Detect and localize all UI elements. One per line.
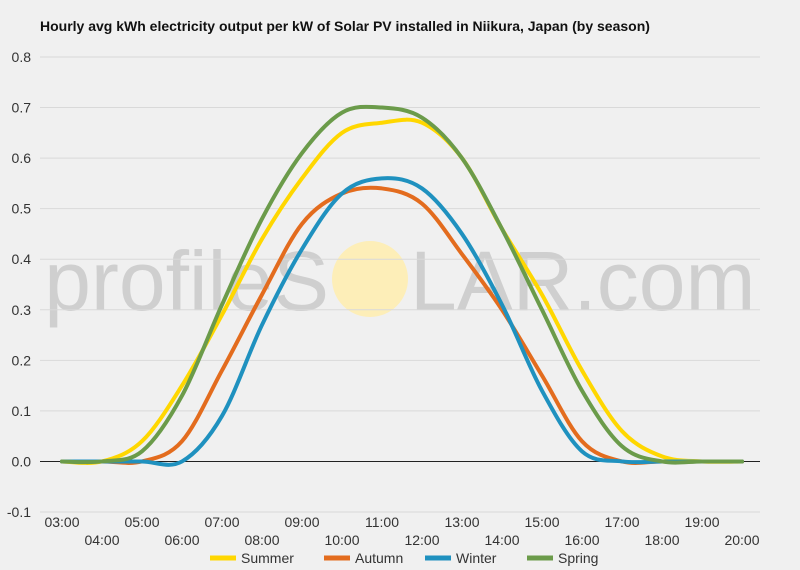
- x-tick-label: 18:00: [644, 532, 679, 548]
- y-tick-label: 0.4: [12, 251, 32, 267]
- x-tick-label: 03:00: [44, 514, 79, 530]
- x-tick-label: 11:00: [365, 514, 399, 530]
- y-axis-ticks: -0.1 0.0 0.1 0.2 0.3 0.4 0.5 0.6 0.7 0.8: [7, 49, 31, 520]
- watermark-sun-icon: [332, 241, 408, 317]
- legend: Summer Autumn Winter Spring: [210, 550, 598, 566]
- series-lines: [60, 104, 744, 467]
- watermark-text-right: LAR.com: [410, 234, 755, 328]
- grid-lines: [40, 56, 760, 513]
- x-tick-label: 05:00: [124, 514, 159, 530]
- legend-label: Autumn: [355, 550, 403, 566]
- series-line-summer: [60, 117, 744, 465]
- x-tick-label: 04:00: [84, 532, 119, 548]
- y-tick-label: 0.1: [12, 403, 32, 419]
- y-tick-label: -0.1: [7, 504, 31, 520]
- legend-label: Spring: [558, 550, 598, 566]
- x-tick-label: 19:00: [684, 514, 719, 530]
- x-tick-label: 14:00: [484, 532, 519, 548]
- y-tick-label: 0.8: [12, 49, 32, 65]
- legend-label: Winter: [456, 550, 497, 566]
- x-tick-label: 16:00: [564, 532, 599, 548]
- x-axis-ticks: 03:00 04:00 05:00 06:00 07:00 08:00 09:00 10:00…: [44, 514, 759, 548]
- series-line-spring: [60, 104, 744, 465]
- legend-label: Summer: [241, 550, 294, 566]
- watermark-text-left: profileS: [44, 234, 329, 328]
- y-tick-label: 0.5: [12, 201, 32, 217]
- y-tick-label: 0.0: [12, 453, 32, 469]
- chart-title: Hourly avg kWh electricity output per kW…: [40, 18, 650, 34]
- x-tick-label: 10:00: [324, 532, 359, 548]
- y-tick-label: 0.3: [12, 302, 32, 318]
- x-tick-label: 20:00: [724, 532, 759, 548]
- x-tick-label: 06:00: [164, 532, 199, 548]
- x-tick-label: 07:00: [204, 514, 239, 530]
- x-tick-label: 15:00: [524, 514, 559, 530]
- y-tick-label: 0.6: [12, 150, 32, 166]
- x-tick-label: 12:00: [404, 532, 439, 548]
- y-tick-label: 0.2: [12, 352, 32, 368]
- watermark: profileS LAR.com: [44, 234, 755, 328]
- y-tick-label: 0.7: [12, 100, 32, 116]
- series-line-winter: [60, 176, 744, 467]
- x-tick-label: 13:00: [444, 514, 479, 530]
- x-tick-label: 09:00: [284, 514, 319, 530]
- x-tick-label: 08:00: [244, 532, 279, 548]
- x-tick-label: 17:00: [604, 514, 639, 530]
